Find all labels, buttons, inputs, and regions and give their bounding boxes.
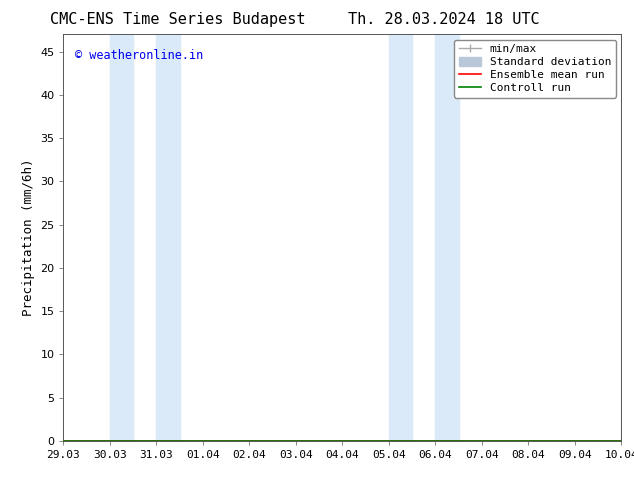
Text: Th. 28.03.2024 18 UTC: Th. 28.03.2024 18 UTC <box>348 12 540 27</box>
Bar <box>389 34 412 441</box>
Bar <box>621 34 634 441</box>
Text: CMC-ENS Time Series Budapest: CMC-ENS Time Series Budapest <box>50 12 305 27</box>
Y-axis label: Precipitation (mm/6h): Precipitation (mm/6h) <box>22 159 35 317</box>
Bar <box>110 34 133 441</box>
Legend: min/max, Standard deviation, Ensemble mean run, Controll run: min/max, Standard deviation, Ensemble me… <box>455 40 616 98</box>
Bar <box>436 34 458 441</box>
Bar <box>157 34 179 441</box>
Text: © weatheronline.in: © weatheronline.in <box>75 49 203 62</box>
